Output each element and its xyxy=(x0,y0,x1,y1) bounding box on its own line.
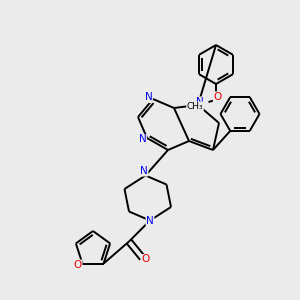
Text: O: O xyxy=(141,254,150,265)
Text: N: N xyxy=(196,97,203,107)
Text: O: O xyxy=(74,260,82,270)
Text: N: N xyxy=(139,134,146,145)
Text: N: N xyxy=(146,215,154,226)
Text: O: O xyxy=(213,92,222,102)
Text: CH₃: CH₃ xyxy=(187,102,203,111)
Text: N: N xyxy=(140,166,148,176)
Text: N: N xyxy=(145,92,152,103)
